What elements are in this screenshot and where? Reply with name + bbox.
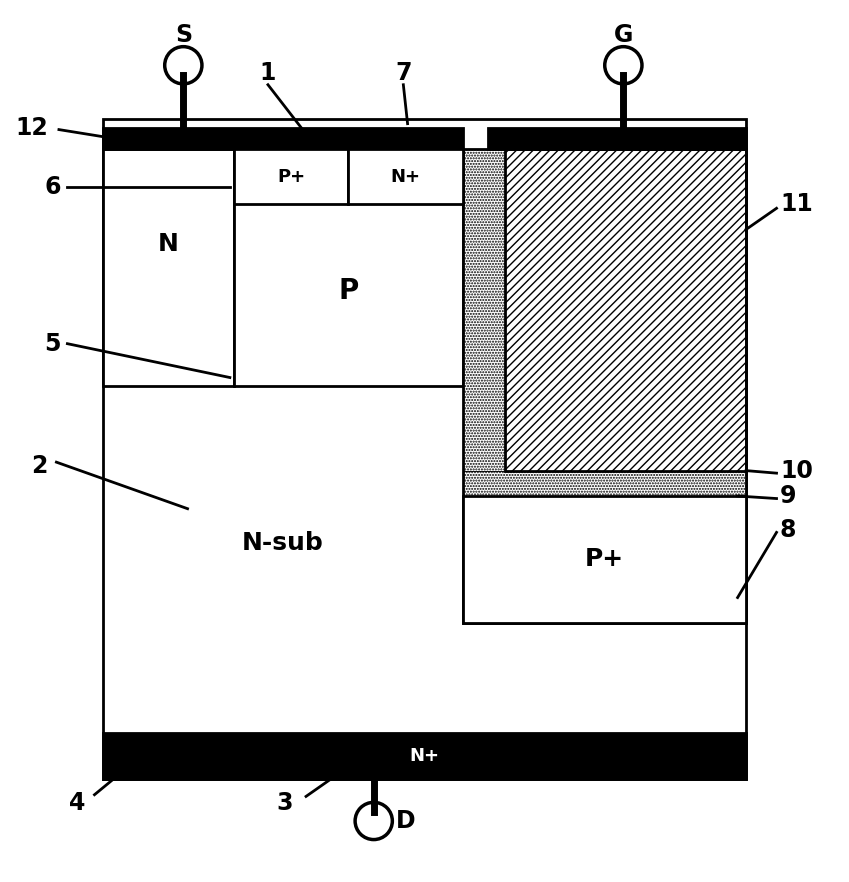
Text: 10: 10 [780,459,812,482]
Text: N+: N+ [409,747,440,766]
Bar [463,471,746,496]
Bar [234,149,348,204]
Bar [348,149,463,204]
Text: N: N [158,232,179,256]
Text: N-sub: N-sub [242,531,323,555]
Text: 1: 1 [260,61,276,85]
Bar [463,496,746,623]
Bar [103,149,234,386]
Text: 9: 9 [780,484,796,508]
Text: 6: 6 [44,176,60,199]
Text: 5: 5 [44,332,60,355]
Text: 4: 4 [70,791,86,815]
Text: 11: 11 [780,192,812,216]
Text: 12: 12 [15,116,48,140]
Text: D: D [396,809,416,833]
Bar [463,149,746,623]
Text: 2: 2 [31,454,48,478]
Text: S: S [175,23,192,47]
Text: 7: 7 [395,61,412,85]
Bar [488,128,746,149]
Text: P: P [338,277,358,305]
Text: 3: 3 [277,791,293,815]
Text: 8: 8 [780,518,796,542]
Text: P+: P+ [277,168,306,185]
Bar [103,733,746,780]
Bar [103,128,463,149]
Bar [463,149,505,471]
Bar [505,149,746,471]
Text: N+: N+ [391,168,420,185]
Text: G: G [614,23,633,47]
Bar [103,119,746,780]
Bar [234,149,463,386]
Text: P+: P+ [585,548,624,572]
